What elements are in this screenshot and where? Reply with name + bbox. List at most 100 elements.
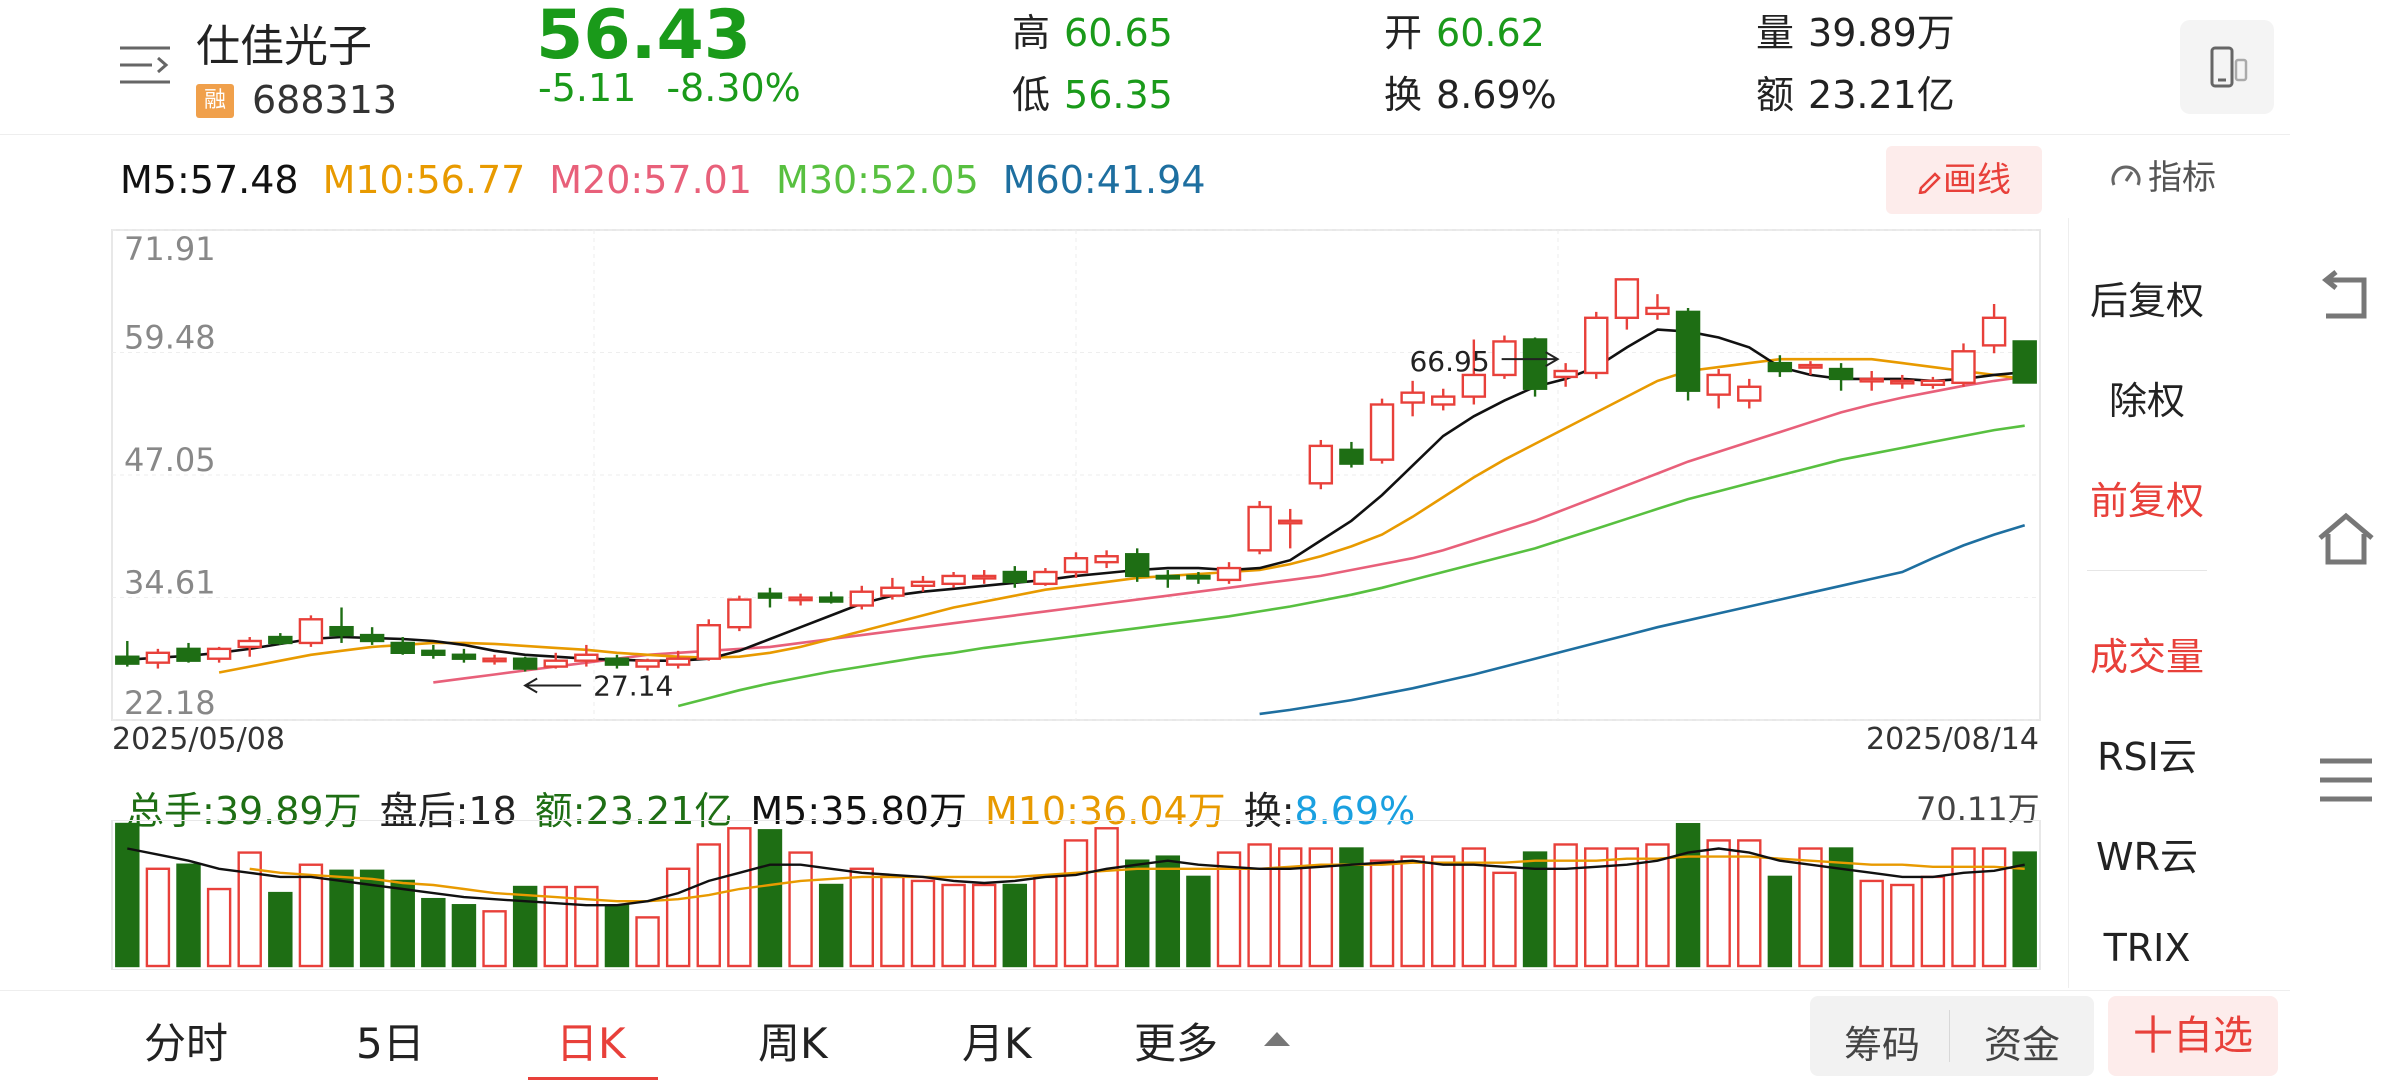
option-wr-cloud[interactable]: WR云 [2096,835,2198,879]
stat-low: 低 56.35 [1012,64,1173,119]
volume-bar-up [206,887,232,968]
candle-up [1645,306,1670,316]
volume-ma10-line [249,855,2025,903]
stock-name: 仕佳光子 [196,21,372,72]
candle-up [1859,377,1884,383]
chart-end-date: 2025/08/14 [1866,722,2039,757]
option-rsi-cloud[interactable]: RSI云 [2097,735,2197,779]
stat-high: 高 60.65 [1012,2,1173,57]
candle-down [421,649,446,656]
candle-down [1002,570,1028,584]
tab-intraday[interactable]: 分时 [144,1019,229,1068]
volume-bar-up [1981,847,2007,968]
tab-daily-k[interactable]: 日K [556,1019,626,1068]
candle-down [1828,367,1854,381]
stat-turnover: 换 8.69% [1384,64,1557,119]
volume-bar-down [818,883,844,968]
volume-bar-down [1155,855,1181,968]
tab-5day[interactable]: 5日 [356,1019,425,1068]
stat-high-value: 60.65 [1064,11,1173,55]
landscape-toggle-button[interactable] [2180,20,2274,114]
add-watchlist-button[interactable]: 十自选 [2108,996,2278,1076]
indicator-button[interactable]: 指标 [2110,150,2216,199]
volume-bar-up [1461,847,1487,968]
tab-monthly-k[interactable]: 月K [962,1019,1032,1068]
volume-bar-up [849,867,874,968]
candle-up [696,624,721,660]
candle-up [1951,350,1976,385]
volume-bar-up [1369,859,1395,968]
change-absolute: -5.11 [538,66,637,110]
candle-down [1767,361,1793,373]
option-backward-adjusted[interactable]: 后复权 [2089,279,2204,323]
tab-more[interactable]: 更多 [1134,1019,1219,1068]
candle-down [757,592,783,599]
volume-bar-up [1890,883,1915,968]
stat-low-label: 低 [1012,73,1051,117]
recents-nav-icon[interactable] [2316,755,2376,805]
option-ex-rights[interactable]: 除权 [2108,379,2185,423]
volume-bar-down [512,885,538,968]
back-nav-icon[interactable] [2316,270,2376,326]
volume-bar-up [1308,847,1334,968]
pill-divider [1949,1010,1950,1062]
volume-bar-down [1186,875,1211,968]
candle-up [880,586,905,597]
pencil-icon [1918,172,1941,195]
volume-bar-up [1431,855,1456,968]
y-tick-label: 71.91 [124,230,216,268]
change-percent: -8.30% [666,66,801,110]
ma30-line [677,424,2025,708]
stat-open: 开 60.62 [1384,2,1545,57]
chips-button[interactable]: 筹码 [1844,1023,1921,1067]
ma10-line [218,357,2025,674]
candle-down [512,657,538,670]
volume-bar-down [421,897,446,968]
volume-bar-down [1124,859,1150,968]
candle-up [727,598,752,629]
volume-bar-up [971,883,997,968]
candle-up [941,574,966,586]
candle-up [1431,395,1456,406]
menu-icon[interactable] [118,40,172,90]
candlestick-chart[interactable]: 71.91 59.48 47.05 34.61 22.18 66.95 27.14 [0,220,2060,760]
candle-up [1369,403,1395,461]
stat-volume-value: 39.89万 [1808,11,1955,55]
candle-up [1094,555,1119,564]
stat-open-label: 开 [1384,11,1423,55]
volume-turnover-value: 8.69% [1294,789,1416,833]
volume-chart[interactable] [0,820,2060,970]
volume-bar-up [941,883,966,968]
volume-bar-up [482,910,507,968]
candle-up [1278,519,1303,525]
option-forward-adjusted[interactable]: 前复权 [2089,479,2204,523]
volume-bar-down [1002,883,1028,968]
option-volume[interactable]: 成交量 [2089,635,2204,679]
candle-up [849,590,874,607]
home-nav-icon[interactable] [2316,512,2376,566]
volume-bar-up [1400,855,1425,968]
candle-up [1247,505,1272,552]
volume-bar-up [727,827,752,968]
min-arrow-head [523,677,538,694]
ma10-value: M10:56.77 [322,158,526,202]
funds-button[interactable]: 资金 [1984,1023,2061,1067]
volume-bar-down [1828,847,1854,968]
candle-up [574,653,599,662]
volume-bar-up [880,875,905,968]
candle-down [1155,574,1181,580]
caret-up-icon[interactable] [1264,1032,1290,1046]
volume-bar-up [1278,847,1303,968]
draw-line-button[interactable]: 画线 [1886,146,2042,214]
candle-down [390,641,415,655]
tab-weekly-k[interactable]: 周K [758,1019,828,1068]
candle-down [451,653,477,660]
option-trix[interactable]: TRIX [2103,926,2191,970]
candle-down [1124,553,1150,578]
volume-bar-up [1247,843,1272,968]
volume-bar-up [145,867,171,968]
volume-bar-up [1951,847,1976,968]
volume-bar-down [451,904,477,968]
candle-down [2012,340,2037,384]
phone-rotate-icon [2210,46,2248,88]
